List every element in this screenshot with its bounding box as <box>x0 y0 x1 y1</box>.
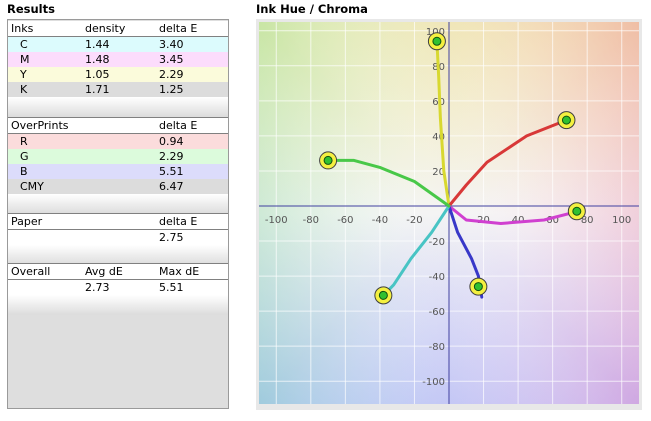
inks-col-density: density <box>85 22 126 35</box>
inks-section: Inks density delta E C 1.44 3.40 M 1.48 … <box>8 21 228 117</box>
overall-max: 5.51 <box>159 281 184 294</box>
results-panel: Inks density delta E C 1.44 3.40 M 1.48 … <box>7 19 229 409</box>
series-line <box>381 204 451 297</box>
y-tick-label: 100 <box>426 27 445 38</box>
overprint-row-g: G 2.29 <box>8 149 228 164</box>
overall-col-avg: Avg dE <box>85 265 123 278</box>
paper-section: Paper delta E 2.75 <box>8 213 228 265</box>
ink-density: 1.71 <box>85 83 110 96</box>
overprint-name: B <box>20 165 28 178</box>
overprints-col-deltae: delta E <box>159 119 198 132</box>
ink-row-m: M 1.48 3.45 <box>8 52 228 67</box>
ink-row-y: Y 1.05 2.29 <box>8 67 228 82</box>
overprint-name: R <box>20 135 28 148</box>
ink-density: 1.48 <box>85 53 110 66</box>
series-line <box>326 158 451 208</box>
x-tick-label: -60 <box>337 215 353 226</box>
overprints-header: OverPrints delta E <box>8 117 228 134</box>
overprint-row-b: B 5.51 <box>8 164 228 179</box>
ink-row-c: C 1.44 3.40 <box>8 37 228 52</box>
inks-col-deltae: delta E <box>159 22 198 35</box>
paper-col-deltae: delta E <box>159 215 198 228</box>
measured-marker <box>323 155 333 165</box>
overall-header: Overall Avg dE Max dE <box>8 263 228 280</box>
ink-name: Y <box>20 68 27 81</box>
overprint-name: CMY <box>20 180 44 193</box>
ink-name: C <box>20 38 28 51</box>
overprints-col-name: OverPrints <box>11 119 69 132</box>
overprint-deltae: 6.47 <box>159 180 184 193</box>
y-tick-label: 20 <box>432 167 445 178</box>
x-tick-label: 80 <box>581 215 594 226</box>
overall-col-max: Max dE <box>159 265 200 278</box>
measured-marker <box>432 36 442 46</box>
measured-marker <box>473 282 483 292</box>
x-tick-label: -40 <box>372 215 388 226</box>
ink-density: 1.44 <box>85 38 110 51</box>
y-tick-label: -80 <box>429 342 445 353</box>
series-line <box>447 204 580 225</box>
ink-name: K <box>20 83 28 96</box>
y-tick-label: -100 <box>422 377 445 388</box>
overprints-section: OverPrints delta E R 0.94 G 2.29 B 5.51 … <box>8 117 228 214</box>
overall-spacer <box>8 295 228 315</box>
overprint-name: G <box>20 150 29 163</box>
paper-col-name: Paper <box>11 215 43 228</box>
overprint-deltae: 0.94 <box>159 135 184 148</box>
overall-row: 2.73 5.51 <box>8 280 228 295</box>
x-tick-label: -20 <box>406 215 422 226</box>
y-tick-label: 40 <box>432 132 445 143</box>
inks-header: Inks density delta E <box>8 21 228 37</box>
ink-density: 1.05 <box>85 68 110 81</box>
ink-deltae: 2.29 <box>159 68 184 81</box>
paper-header: Paper delta E <box>8 213 228 230</box>
measured-marker <box>378 290 388 300</box>
x-tick-label: 40 <box>512 215 525 226</box>
x-tick-label: 60 <box>546 215 559 226</box>
x-tick-label: -100 <box>265 215 288 226</box>
ink-deltae: 1.25 <box>159 83 184 96</box>
y-tick-label: -60 <box>429 307 445 318</box>
inks-spacer <box>8 97 228 117</box>
series-line <box>435 39 451 208</box>
paper-deltae: 2.75 <box>159 231 184 244</box>
ink-deltae: 3.45 <box>159 53 184 66</box>
overprint-row-r: R 0.94 <box>8 134 228 149</box>
overprint-row-cmy: CMY 6.47 <box>8 179 228 194</box>
overall-section: Overall Avg dE Max dE 2.73 5.51 <box>8 263 228 315</box>
overprint-deltae: 2.29 <box>159 150 184 163</box>
overprint-deltae: 5.51 <box>159 165 184 178</box>
results-title: Results <box>7 2 55 16</box>
chart-title: Ink Hue / Chroma <box>256 2 368 16</box>
ink-name: M <box>20 53 30 66</box>
ink-deltae: 3.40 <box>159 38 184 51</box>
measured-marker <box>572 206 582 216</box>
ink-row-k: K 1.71 1.25 <box>8 82 228 97</box>
x-tick-label: -80 <box>303 215 319 226</box>
y-tick-label: -20 <box>429 237 445 248</box>
inks-col-name: Inks <box>11 22 34 35</box>
measured-marker <box>561 115 571 125</box>
x-tick-label: 100 <box>612 215 631 226</box>
hue-chroma-chart: -100 -80 -60 -40 -20 20 40 60 80 100 10080604020-… <box>256 19 642 410</box>
series-markers <box>319 32 586 305</box>
overall-avg: 2.73 <box>85 281 110 294</box>
series-line <box>447 118 568 208</box>
paper-spacer <box>8 245 228 265</box>
paper-row: 2.75 <box>8 230 228 245</box>
overall-col-name: Overall <box>11 265 51 278</box>
overprints-spacer <box>8 194 228 214</box>
y-tick-label: -40 <box>429 272 445 283</box>
